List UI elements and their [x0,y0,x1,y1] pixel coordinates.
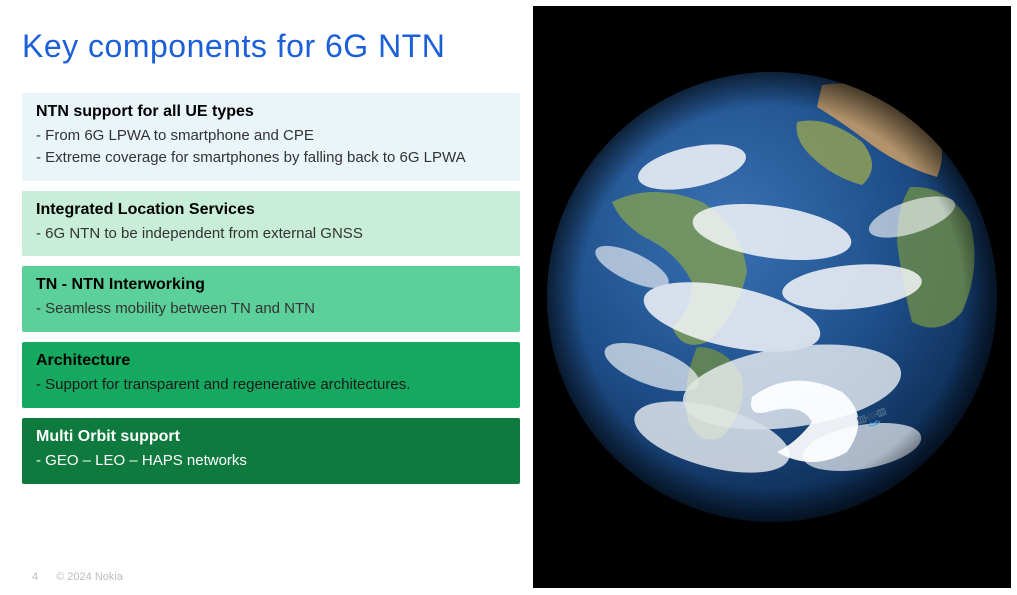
page-title: Key components for 6G NTN [22,28,530,65]
block-line: - Support for transparent and regenerati… [36,374,506,396]
component-block: NTN support for all UE types - From 6G LP… [22,93,520,181]
earth-image-panel [533,6,1011,588]
left-panel: Key components for 6G NTN NTN support fo… [0,0,530,595]
block-title: TN - NTN Interworking [36,276,506,294]
block-line: - Extreme coverage for smartphones by fa… [36,147,506,169]
block-line: - Seamless mobility between TN and NTN [36,298,506,320]
block-line: - GEO – LEO – HAPS networks [36,450,506,472]
block-title: Architecture [36,352,506,370]
component-blocks: NTN support for all UE types - From 6G LP… [22,93,520,484]
component-block: Architecture - Support for transparent an… [22,342,520,408]
copyright: © 2024 Nokia [56,571,123,583]
block-line: - From 6G LPWA to smartphone and CPE [36,125,506,147]
block-line: - 6G NTN to be independent from external… [36,223,506,245]
footer: 4 © 2024 Nokia [32,571,123,583]
earth-illustration [542,67,1002,527]
component-block: Integrated Location Services - 6G NTN to … [22,191,520,257]
block-title: Integrated Location Services [36,201,506,219]
block-title: Multi Orbit support [36,428,506,446]
block-title: NTN support for all UE types [36,103,506,121]
component-block: Multi Orbit support - GEO – LEO – HAPS ne… [22,418,520,484]
component-block: TN - NTN Interworking - Seamless mobility… [22,266,520,332]
page-number: 4 [32,571,38,583]
